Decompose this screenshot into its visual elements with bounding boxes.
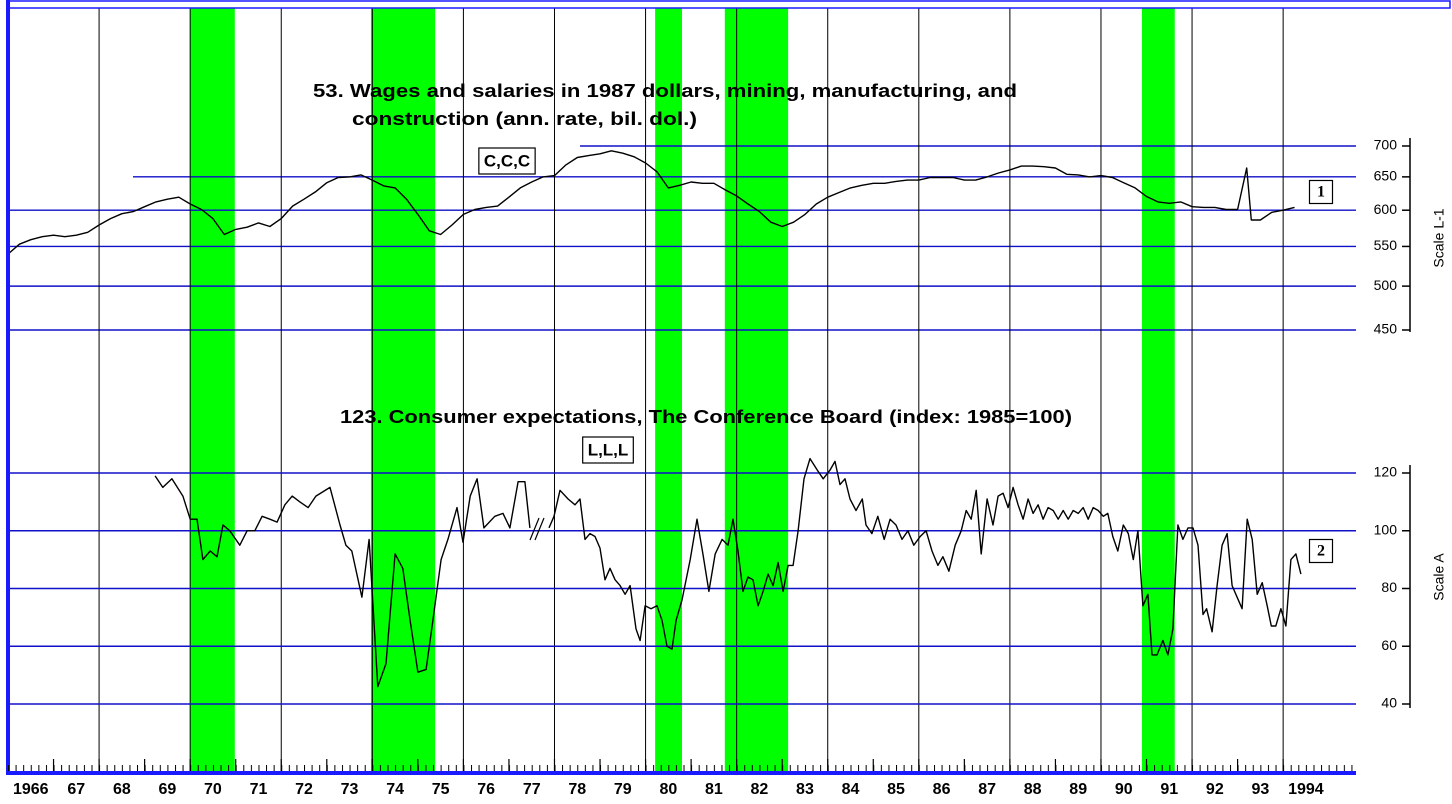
x-tick-label: 91	[1160, 781, 1178, 798]
y-tick-label: 700	[1374, 137, 1398, 153]
x-tick-label: 73	[341, 781, 359, 798]
grid-layer	[7, 8, 1411, 771]
chart-title: 123. Consumer expectations, The Conferen…	[340, 407, 1072, 427]
break-mark	[529, 517, 540, 541]
chart-title: 53. Wages and salaries in 1987 dollars, …	[313, 81, 1017, 101]
x-tick-label: 93	[1251, 781, 1269, 798]
data-line	[7, 150, 1295, 255]
x-tick-label: 74	[386, 781, 404, 798]
y-tick-label: 60	[1381, 637, 1397, 653]
x-tick-label: 81	[705, 781, 723, 798]
x-tick-label: 69	[158, 781, 176, 798]
x-tick-label: 86	[933, 781, 951, 798]
legend-box	[1308, 538, 1334, 564]
x-tick-label: 80	[659, 781, 677, 798]
break-mark	[534, 517, 545, 541]
x-tick-label: 72	[295, 781, 313, 798]
recession-band	[724, 8, 789, 771]
x-tick-label: 75	[432, 781, 450, 798]
x-tick-label: 77	[523, 781, 541, 798]
x-tick-label: 68	[113, 781, 131, 798]
y-tick-label: 500	[1374, 277, 1398, 293]
x-tick-label: 71	[250, 781, 268, 798]
data-line	[154, 475, 531, 688]
legend-box	[1308, 179, 1334, 205]
y-tick-label: 450	[1374, 321, 1398, 337]
y-axis-label: Scale L-1	[1431, 208, 1447, 267]
chart-title: construction (ann. rate, bil. dol.)	[352, 109, 697, 129]
shading-layer	[190, 8, 1175, 771]
y-tick-label: 80	[1381, 579, 1397, 595]
y-tick-label: 600	[1374, 201, 1398, 217]
x-tick-label: 84	[842, 781, 860, 798]
frame	[6, 0, 1451, 775]
x-tick-label: 1966	[13, 781, 49, 798]
recession-band	[655, 8, 682, 771]
y-tick-label: 100	[1374, 521, 1398, 537]
text-layer: 450 500 550 600 650 700 Scale L-1 53. Wages and…	[13, 81, 1447, 798]
x-tick-label: 70	[204, 781, 222, 798]
x-tick-label: 92	[1206, 781, 1224, 798]
annotation-box	[582, 436, 634, 464]
y-axis-label: Scale A	[1431, 553, 1447, 601]
recession-band	[1141, 8, 1175, 771]
annotation-box	[478, 147, 536, 175]
recession-band	[190, 8, 235, 771]
annotation: L,L,L	[588, 440, 629, 459]
x-tick-label: 87	[978, 781, 996, 798]
legend-label: 2	[1317, 543, 1325, 560]
y-tick-label: 120	[1374, 464, 1398, 480]
recession-band	[370, 8, 436, 771]
data-layer	[7, 150, 1302, 688]
minor-ticks	[8, 765, 1356, 771]
x-tick-label: 82	[751, 781, 769, 798]
x-tick-label: 90	[1115, 781, 1133, 798]
x-tick-label: 1994	[1288, 781, 1324, 798]
y-tick-label: 40	[1381, 695, 1397, 711]
x-tick-label: 83	[796, 781, 814, 798]
x-tick-label: 79	[614, 781, 632, 798]
data-line	[548, 457, 1302, 656]
y-tick-label: 550	[1374, 237, 1398, 253]
x-tick-label: 76	[477, 781, 495, 798]
top-border	[8, 0, 1451, 9]
legend-label: 1	[1317, 184, 1325, 201]
y-tick-label: 650	[1374, 168, 1398, 184]
x-tick-label: 67	[67, 781, 85, 798]
x-tick-label: 89	[1069, 781, 1087, 798]
x-tick-label: 88	[1024, 781, 1042, 798]
x-tick-label: 85	[887, 781, 905, 798]
x-tick-label: 78	[568, 781, 586, 798]
annotation: C,C,C	[484, 151, 530, 170]
